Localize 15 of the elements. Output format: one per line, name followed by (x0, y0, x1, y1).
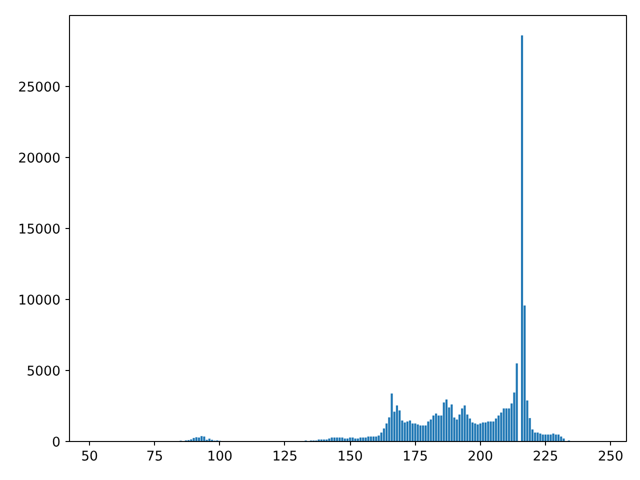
y-tick-label: 15000 (18, 222, 61, 238)
x-tick-label: 50 (81, 450, 98, 464)
y-tick-label: 25000 (18, 80, 61, 96)
x-tick-label: 225 (532, 450, 558, 464)
x-tick-label: 75 (146, 450, 164, 464)
y-tick-label: 10000 (18, 294, 61, 308)
x-tick-label: 175 (402, 450, 428, 464)
x-tick-label: 150 (337, 450, 363, 464)
y-tick-label: 20000 (18, 152, 61, 166)
x-tick-label: 250 (598, 450, 624, 464)
y-tick-label: 5000 (26, 364, 61, 380)
x-tick-label: 100 (207, 450, 233, 464)
y-tick-label: 0 (52, 436, 61, 450)
x-tick-label: 125 (272, 450, 298, 464)
x-tick-label: 200 (468, 450, 494, 464)
